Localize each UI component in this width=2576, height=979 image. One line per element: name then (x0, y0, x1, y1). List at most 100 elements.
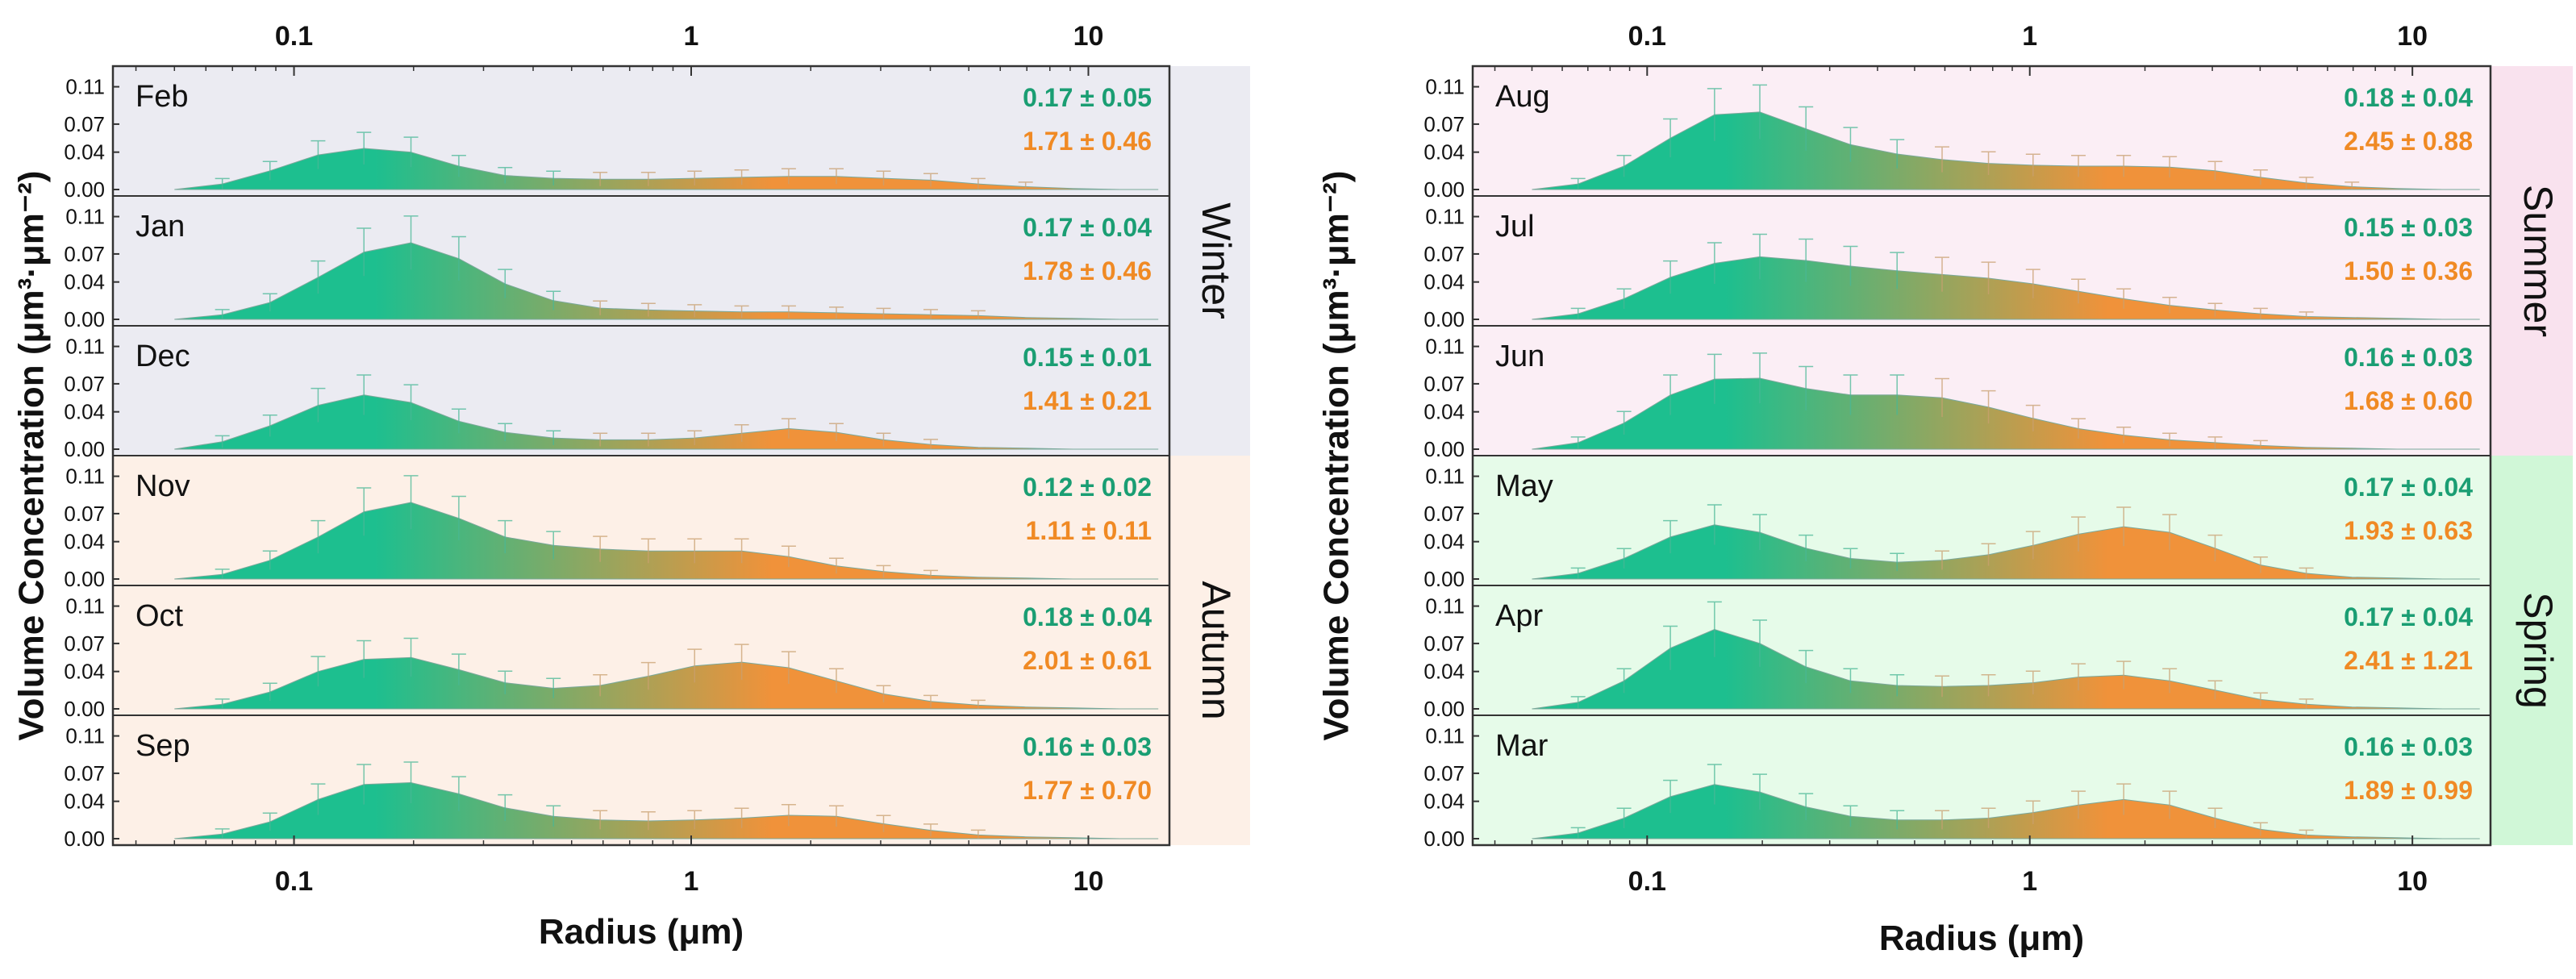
coarse-mode-value: 1.11 ± 0.11 (1026, 516, 1152, 545)
error-bar (1616, 807, 1632, 828)
error-bar (781, 418, 796, 439)
panel-mar: 0.00 0.04 0.07 0.11 Mar 0.16 ± 0.03 1.89 ± 0.9… (1423, 724, 2491, 851)
y-tick-label: 0.07 (64, 631, 105, 656)
error-bar (403, 761, 419, 803)
error-bar (640, 538, 656, 564)
error-bar (1890, 139, 1905, 169)
season-background-autumn (113, 456, 1169, 845)
error-bar (403, 384, 419, 421)
error-bar (1570, 177, 1586, 190)
y-tick-label: 0.11 (1425, 205, 1465, 229)
month-label: Sep (135, 729, 190, 763)
error-bar (262, 293, 277, 312)
error-bar (2025, 269, 2040, 298)
y-tick-label: 0.11 (1425, 465, 1465, 489)
error-bar (1707, 242, 1722, 284)
month-label: Apr (1495, 599, 1543, 633)
error-bar (498, 167, 513, 184)
error-bar (2299, 177, 2314, 189)
error-bar (828, 423, 844, 442)
y-tick-label: 0.07 (1423, 372, 1465, 396)
error-bar (311, 519, 326, 554)
error-bar (2253, 307, 2268, 319)
y-tick-label: 0.04 (64, 140, 105, 165)
error-bar (970, 699, 986, 709)
error-bar (262, 550, 277, 570)
error-bar (1663, 374, 1678, 415)
error-bar (2116, 427, 2132, 444)
error-bar (2207, 534, 2223, 561)
error-bar (781, 545, 796, 568)
error-bar (2025, 800, 2040, 824)
error-bar (2253, 169, 2268, 185)
error-bar (2253, 692, 2268, 706)
error-bar (923, 569, 939, 579)
x-tick-label-top: 10 (1073, 21, 1104, 52)
error-bar (593, 432, 608, 447)
error-bar (2071, 154, 2086, 177)
error-bar (2025, 404, 2040, 431)
error-bar (1707, 353, 1722, 404)
coarse-mode-value: 1.41 ± 0.21 (1023, 386, 1152, 415)
error-bar (356, 374, 372, 415)
fine-mode-value: 0.12 ± 0.02 (1023, 473, 1152, 502)
error-bar (356, 639, 372, 678)
error-bar (215, 569, 230, 579)
error-bar (403, 475, 419, 530)
error-bar (311, 783, 326, 815)
error-bar (734, 644, 749, 681)
coarse-mode-value: 1.78 ± 0.46 (1023, 256, 1152, 285)
error-bar (1799, 238, 1814, 282)
x-tick-label: 1 (684, 866, 699, 897)
error-bar (640, 661, 656, 690)
x-tick-label-top: 0.1 (275, 21, 313, 52)
x-tick-label-top: 1 (2022, 21, 2037, 52)
panel-aug: 0.00 0.04 0.07 0.11 Aug 0.18 ± 0.04 2.45 ± 0.8… (1423, 75, 2491, 202)
coarse-mode-value: 1.50 ± 0.36 (2344, 256, 2473, 285)
fine-mode-value: 0.15 ± 0.03 (2344, 213, 2473, 242)
y-tick-label: 0.00 (64, 567, 105, 591)
error-bar (970, 177, 986, 190)
error-bar (970, 829, 986, 839)
error-bar (1799, 793, 1814, 821)
error-bar (215, 309, 230, 319)
y-tick-label: 0.00 (1423, 827, 1465, 851)
error-bar (970, 310, 986, 319)
month-label: Mar (1495, 729, 1549, 763)
fine-mode-value: 0.18 ± 0.04 (1023, 602, 1152, 631)
panel-apr: 0.00 0.04 0.07 0.11 Apr 0.17 ± 0.04 2.41 ± 1.2… (1423, 594, 2491, 721)
y-tick-label: 0.04 (64, 660, 105, 684)
error-bar (356, 131, 372, 165)
error-bar (2162, 156, 2178, 178)
coarse-mode-value: 1.89 ± 0.99 (2344, 776, 2473, 805)
error-bar (1890, 252, 1905, 290)
y-tick-label: 0.00 (64, 307, 105, 331)
error-bar (687, 648, 702, 683)
error-bar (2207, 160, 2223, 181)
error-bar (451, 154, 466, 177)
error-bar (2116, 660, 2132, 689)
error-bar (828, 306, 844, 319)
error-bar (687, 430, 702, 445)
error-bar (734, 807, 749, 828)
fine-mode-value: 0.16 ± 0.03 (2344, 732, 2473, 761)
panel-feb: 0.00 0.04 0.07 0.11 Feb 0.17 ± 0.05 1.71 ± 0.4… (64, 75, 1169, 202)
error-bar (1981, 543, 1996, 566)
error-bar (1935, 550, 1950, 570)
error-bar (734, 169, 749, 185)
fine-mode-value: 0.16 ± 0.03 (1023, 732, 1152, 761)
error-bar (1981, 673, 1996, 697)
fine-mode-value: 0.17 ± 0.04 (2344, 602, 2473, 631)
y-axis-title: Volume Concentration (μm³·μm⁻²) (12, 171, 52, 741)
error-bar (1707, 601, 1722, 657)
x-tick-label-top: 1 (684, 21, 699, 52)
error-bar (403, 637, 419, 677)
y-tick-label: 0.07 (64, 502, 105, 526)
error-bar (593, 300, 608, 315)
error-bar (1843, 374, 1858, 415)
error-bar (546, 430, 561, 445)
plot-frame (111, 65, 1171, 847)
error-bar (1663, 519, 1678, 554)
